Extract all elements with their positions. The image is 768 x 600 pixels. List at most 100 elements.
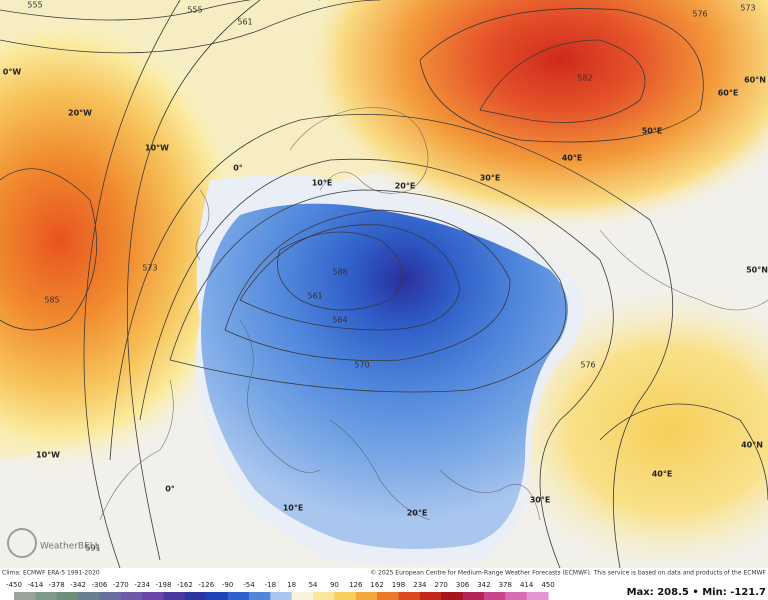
colorbar-swatch: [291, 592, 314, 600]
colorbar-swatch: [483, 592, 506, 600]
colorbar-tick: -18: [265, 581, 276, 589]
colorbar-swatch: [227, 592, 250, 600]
colorbar-swatch: [35, 592, 58, 600]
colorbar-swatch: [163, 592, 186, 600]
colorbar-tick: 234: [413, 581, 427, 589]
colorbar-swatch: [270, 592, 293, 600]
colorbar-tick: 54: [309, 581, 318, 589]
colorbar-tick: -378: [49, 581, 65, 589]
separator: •: [692, 587, 698, 598]
watermark: WeatherBELL: [40, 542, 100, 552]
grid-label: 0°: [165, 485, 175, 494]
contour-label: 591: [85, 544, 100, 553]
colorbar-tick: 270: [435, 581, 448, 589]
grid-label: 0°W: [3, 68, 22, 77]
stats: Max: 208.5 • Min: -121.7: [627, 587, 766, 598]
colorbar-swatch: [206, 592, 229, 600]
contour-label: 561: [307, 292, 322, 301]
colorbar-tick: -162: [177, 581, 193, 589]
colorbar-swatch: [462, 592, 485, 600]
colorbar-swatch: [78, 592, 100, 600]
colorbar-tick: -450: [6, 581, 22, 589]
colorbar-tick: 18: [287, 581, 296, 589]
contour-label: 588: [332, 268, 347, 277]
max-label: Max:: [627, 587, 654, 598]
colorbar-tick: -198: [156, 581, 172, 589]
grid-label: 10°E: [283, 504, 304, 513]
colorbar-swatch: [526, 592, 549, 600]
contour-label: 573: [142, 264, 157, 273]
grid-label: 0°: [233, 164, 243, 173]
colorbar-tick: 450: [541, 581, 554, 589]
colorbar-tick: 414: [520, 581, 534, 589]
colorbar-swatch: [120, 592, 143, 600]
colorbar-tick: 162: [370, 581, 383, 589]
min-value: -121.7: [730, 587, 766, 598]
ridge-southeast: [500, 290, 768, 570]
grid-label: 10°W: [145, 144, 169, 153]
colorbar-tick: -126: [198, 581, 214, 589]
colorbar-swatch: [248, 592, 271, 600]
grid-label: 60°E: [718, 89, 739, 98]
colorbar-tick: 90: [330, 581, 339, 589]
colorbar-tick: -90: [222, 581, 233, 589]
colorbar-swatch: [441, 592, 464, 600]
grid-label: 10°E: [312, 179, 333, 188]
colorbar-tick: -54: [243, 581, 255, 589]
colorbar-tick: 126: [349, 581, 363, 589]
contour-label: 576: [580, 361, 595, 370]
climo-note: Clima: ECMWF ERA-5 1991-2020: [2, 570, 100, 577]
colorbar-swatch: [313, 592, 335, 600]
colorbar-swatch: [56, 592, 79, 600]
grid-label: 20°W: [68, 109, 92, 118]
contour-label: 555: [187, 6, 202, 15]
colorbar-tick: -306: [91, 581, 107, 589]
ridge-northeast: [300, 0, 768, 230]
grid-label: 20°E: [407, 509, 428, 518]
grid-label: 40°N: [741, 441, 763, 450]
grid-label: 30°E: [530, 496, 551, 505]
colorbar-swatch: [398, 592, 421, 600]
contour-label: 585: [44, 296, 59, 305]
copyright: © 2025 European Centre for Medium-Range …: [370, 570, 766, 577]
grid-label: 60°N: [744, 76, 766, 85]
contour-label: 555: [27, 1, 42, 10]
contour-label: 573: [740, 4, 755, 13]
colorbar-swatch: [355, 592, 378, 600]
map-labels: 555 555 561 573 585 561 564 570 576 582 576 573 591 5…: [3, 1, 768, 553]
coastlines: [99, 107, 768, 521]
colorbar-swatch: [419, 592, 442, 600]
grid-label: 50°N: [746, 266, 768, 275]
min-label: Min:: [702, 587, 727, 598]
colorbar-tick: -414: [27, 581, 43, 589]
colorbar-swatch: [377, 592, 399, 600]
colorbar-swatch: [142, 592, 165, 600]
grid-label: 40°E: [652, 470, 673, 479]
contours: [0, 0, 768, 569]
ridge-west: [0, 10, 250, 470]
colorbar-tick: 306: [456, 581, 470, 589]
colorbar-tick: -270: [113, 581, 129, 589]
grid-label: 50°E: [642, 127, 663, 136]
contour-label: 564: [332, 316, 347, 325]
grid-label: 10°W: [36, 451, 60, 460]
logo: [7, 528, 37, 558]
colorbar-swatch: [14, 592, 36, 600]
colorbar-swatch: [99, 592, 122, 600]
grid-label: 30°E: [480, 174, 501, 183]
colorbar-tick: -234: [134, 581, 150, 589]
colorbar-tick: 342: [477, 581, 490, 589]
colorbar-swatch: [505, 592, 528, 600]
colorbar-swatch: [334, 592, 357, 600]
colorbar: -450 -414 -378 -342 -306 -270 -234 -198 -162 -126…: [6, 581, 555, 600]
grid-label: 40°E: [562, 154, 583, 163]
contour-label: 561: [237, 18, 252, 27]
colorbar-tick: 198: [392, 581, 405, 589]
colorbar-tick: -342: [70, 581, 86, 589]
colorbar-tick: 378: [499, 581, 512, 589]
contour-label: 570: [354, 361, 369, 370]
max-value: 208.5: [657, 587, 689, 598]
colorbar-swatch: [184, 592, 207, 600]
grid-label: 20°E: [395, 182, 416, 191]
